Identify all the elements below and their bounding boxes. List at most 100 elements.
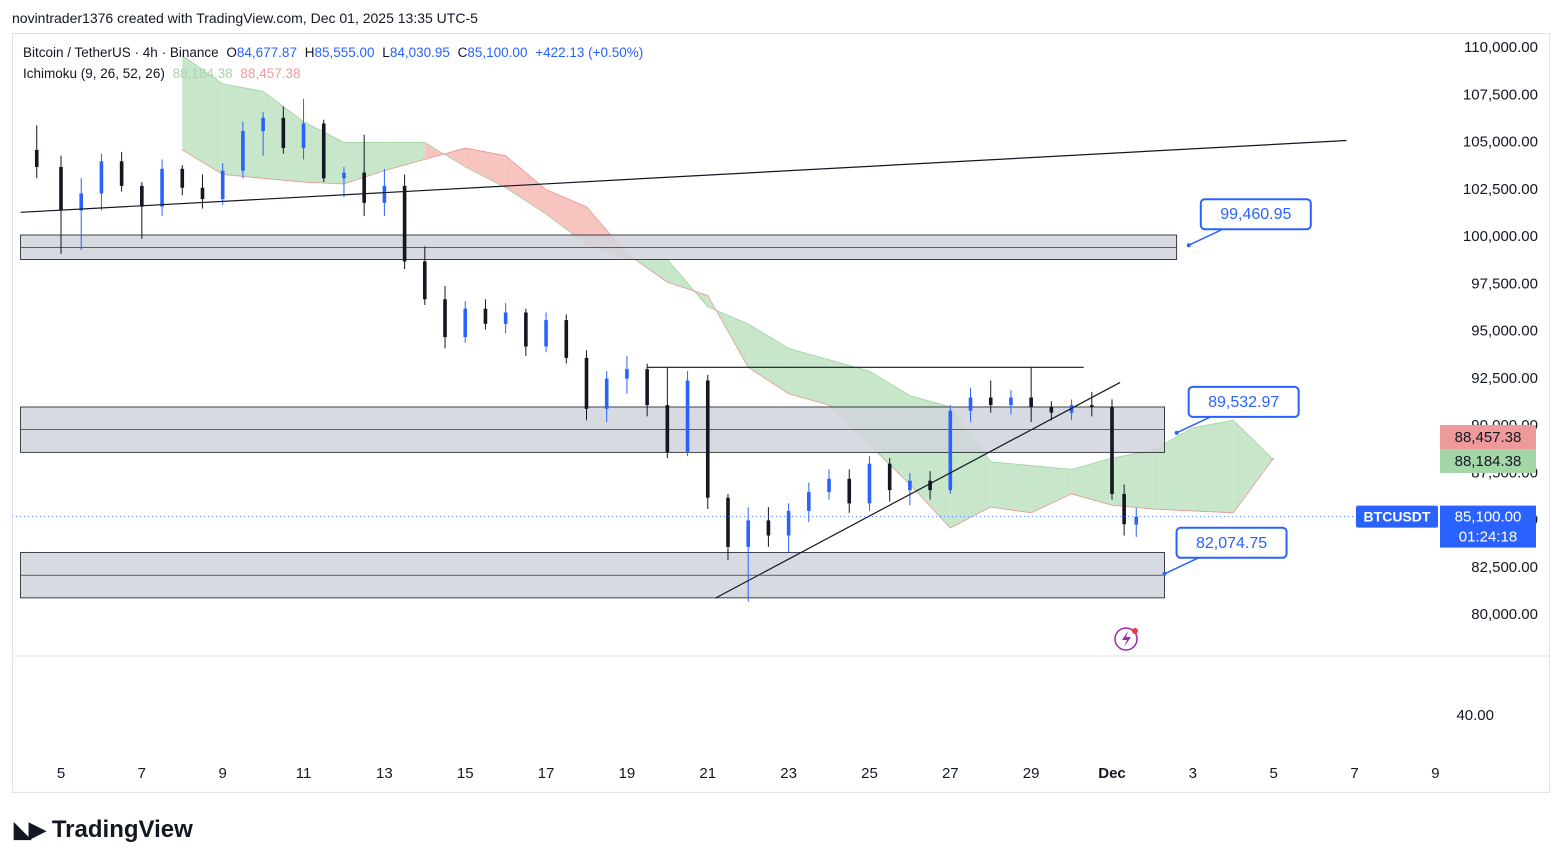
candle-body	[1110, 406, 1114, 494]
flash-bolt-icon	[1122, 631, 1131, 647]
callout-label: 82,074.75	[1196, 535, 1267, 552]
x-tick-label: 19	[619, 765, 636, 782]
candle-body	[463, 308, 468, 338]
candle-body	[281, 117, 286, 149]
attribution-text: novintrader1376 created with TradingView…	[12, 10, 478, 26]
y-tick-label: 92,500.00	[1471, 370, 1538, 387]
candle-body	[362, 172, 366, 203]
candle-body	[544, 320, 548, 347]
x-tick-label: 15	[457, 765, 474, 782]
candle-body	[241, 131, 245, 171]
candle-body	[665, 405, 670, 453]
candle-body	[766, 520, 771, 536]
last-price-tag	[1440, 505, 1536, 548]
candle-body	[705, 380, 710, 498]
high-value: 85,555.00	[314, 45, 375, 60]
close-label: C	[457, 45, 468, 60]
indicator-legend[interactable]: Ichimoku (9, 26, 52, 26) 88,184.38 88,45…	[23, 66, 304, 81]
callout-label: 99,460.95	[1220, 206, 1291, 223]
y-tick-label: 107,500.00	[1463, 86, 1538, 103]
candle-body	[685, 380, 690, 453]
x-tick-label: 9	[1431, 765, 1439, 782]
close-value: 85,100.00	[467, 45, 528, 60]
candle-body	[867, 463, 872, 504]
symbol-name: Bitcoin / TetherUS · 4h · Binance	[23, 45, 219, 60]
symbol-legend[interactable]: Bitcoin / TetherUS · 4h · Binance O84,67…	[23, 45, 647, 60]
notification-dot-icon	[1132, 628, 1138, 634]
x-tick-label: 7	[138, 765, 146, 782]
upper-trendline	[20, 139, 1347, 213]
x-tick-label: 23	[780, 765, 797, 782]
chart-frame	[12, 33, 1550, 793]
candle-body	[807, 492, 811, 511]
candle-body	[423, 261, 427, 300]
candle-body	[220, 170, 225, 200]
candle-body	[1134, 516, 1139, 525]
candle-body	[746, 520, 750, 547]
indicator-price-tag	[1440, 425, 1536, 449]
candle-body	[200, 187, 205, 200]
candle-body	[382, 185, 387, 203]
brand-name: TradingView	[51, 816, 193, 843]
candle-body	[180, 168, 185, 188]
rising-trendline	[715, 381, 1121, 599]
callout-box	[1175, 526, 1288, 559]
flash-icon	[1114, 627, 1138, 651]
indicator-price-label: 88,457.38	[1455, 429, 1522, 446]
last-price-label: 85,100.00	[1455, 509, 1522, 526]
ichimoku-cloud-segment	[182, 55, 223, 175]
callout-anchor	[1174, 430, 1179, 435]
x-tick-label: 29	[1023, 765, 1040, 782]
candle-body	[1089, 405, 1094, 407]
candle-body	[140, 185, 144, 207]
candle-body	[827, 478, 831, 493]
x-tick-label: 17	[538, 765, 555, 782]
indicator-name: Ichimoku (9, 26, 52, 26)	[23, 66, 165, 81]
callout-anchor	[1162, 571, 1167, 576]
candle-body	[584, 357, 589, 409]
candle-body	[321, 123, 326, 179]
candle-body	[402, 185, 407, 262]
candle-body	[1009, 397, 1013, 406]
x-tick-label: 7	[1350, 765, 1358, 782]
candle-body	[261, 117, 265, 132]
ichimoku-cloud-segment	[1071, 458, 1112, 506]
ichimoku-cloud-segment	[546, 189, 587, 245]
tradingview-logo-icon: ◣▶	[14, 817, 46, 842]
y-tick-label: 80,000.00	[1471, 606, 1538, 623]
callout-anchor	[1186, 243, 1191, 248]
candle-body	[604, 378, 609, 409]
y-tick-label: 102,500.00	[1463, 181, 1538, 198]
candle-body	[726, 497, 730, 547]
ichimoku-cloud-segment	[1192, 420, 1234, 513]
low-value: 84,030.95	[389, 45, 450, 60]
y-tick-label: 95,000.00	[1471, 323, 1538, 340]
high-label: H	[304, 45, 315, 60]
candle-body	[99, 161, 104, 194]
countdown-label: 01:24:18	[1459, 529, 1517, 546]
ichimoku-cloud-segment	[990, 461, 1032, 513]
x-tick-label: 21	[699, 765, 716, 782]
x-tick-label: 27	[942, 765, 959, 782]
y-tick-label: 100,000.00	[1463, 228, 1538, 245]
x-tick-label: 25	[861, 765, 878, 782]
ichimoku-cloud-segment	[465, 148, 506, 188]
candle-body	[160, 168, 164, 207]
callout-box	[1199, 198, 1312, 231]
candle-body	[59, 166, 63, 211]
candle-body	[786, 510, 791, 536]
ichimoku-cloud-segment	[1233, 420, 1274, 513]
x-tick-label: 5	[57, 765, 65, 782]
x-tick-label: 13	[376, 765, 393, 782]
candle-body	[908, 480, 912, 491]
candle-body	[847, 478, 852, 504]
ichimoku-cloud-segment	[1031, 465, 1072, 513]
callout-box	[1187, 385, 1300, 418]
ichimoku-cloud-segment	[788, 348, 830, 406]
x-tick-label: 5	[1270, 765, 1278, 782]
candle-body	[988, 397, 993, 406]
candle-body	[524, 312, 528, 347]
indicator-price-label: 88,184.38	[1455, 453, 1522, 470]
candle-body	[79, 193, 84, 211]
